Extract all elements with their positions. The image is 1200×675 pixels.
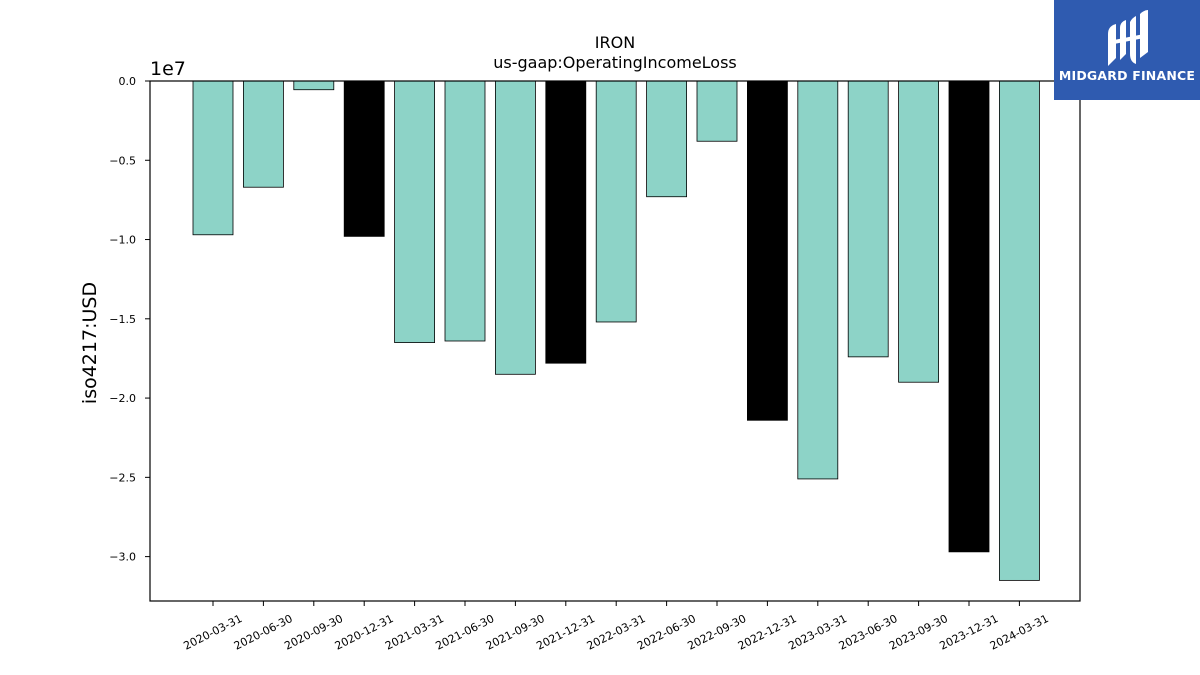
bar-2022-06-30 <box>646 80 687 198</box>
y-tick-label: 0.0 <box>119 75 137 88</box>
y-tick-label: −2.5 <box>109 471 136 484</box>
y-axis: 0.0 −0.5 −1.0 −1.5 −2.0 −2.5 −3.0 <box>109 75 150 564</box>
bar-2020-12-31 <box>343 80 385 237</box>
bars-group <box>192 80 1040 581</box>
bar-2023-06-30 <box>847 80 889 358</box>
chart-title: IRON <box>595 33 635 52</box>
brand-logo: MIDGARD FINANCE <box>1054 0 1200 100</box>
y-axis-exponent: 1e7 <box>150 58 186 80</box>
bar-2021-06-30 <box>444 80 486 342</box>
brand-name: MIDGARD FINANCE <box>1058 68 1196 83</box>
chart-subtitle: us-gaap:OperatingIncomeLoss <box>493 53 737 72</box>
x-axis: 2020-03-312020-06-302020-09-302020-12-31… <box>181 601 1051 653</box>
y-tick-label: −1.5 <box>109 313 136 326</box>
bar-2021-09-30 <box>494 80 536 375</box>
y-axis-label: iso4217:USD <box>79 282 101 404</box>
bar-2023-12-31 <box>948 80 990 553</box>
plot-frame <box>149 80 1081 602</box>
bar-2022-03-31 <box>595 80 637 323</box>
y-tick-label: −1.0 <box>109 234 136 247</box>
bar-2020-03-31 <box>192 80 234 236</box>
y-tick-label: −0.5 <box>109 154 136 167</box>
bar-2020-09-30 <box>293 80 335 91</box>
bar-2022-09-30 <box>696 80 738 142</box>
bar-2020-06-30 <box>242 80 284 188</box>
bar-2021-03-31 <box>394 80 436 343</box>
bar-2024-03-31 <box>999 80 1040 581</box>
bar-2023-09-30 <box>898 80 939 383</box>
bar-2023-03-31 <box>797 80 839 480</box>
bar-2021-12-31 <box>545 80 587 364</box>
y-tick-label: −3.0 <box>109 551 136 564</box>
midgard-logo-icon <box>1108 10 1148 66</box>
y-tick-label: −2.0 <box>109 392 136 405</box>
bar-2022-12-31 <box>747 80 788 421</box>
